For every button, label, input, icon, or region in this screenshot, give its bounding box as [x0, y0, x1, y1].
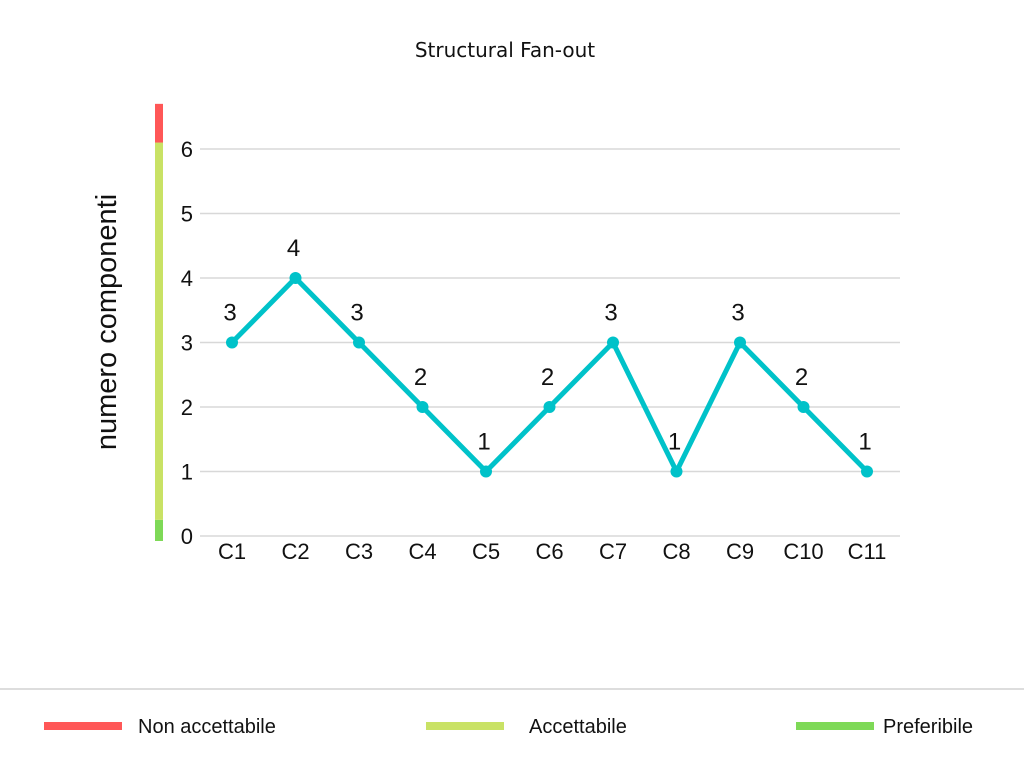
legend-label: Non accettabile [138, 716, 276, 738]
x-tick-label: C10 [783, 539, 823, 564]
data-point [543, 401, 556, 413]
data-points [226, 272, 873, 478]
x-tick-label: C6 [535, 539, 563, 564]
data-point [353, 336, 365, 349]
data-label: 3 [731, 300, 744, 327]
x-tick-labels: C1 C2 C3 C4 C5 C6 C7 C8 C9 C10 C11 [218, 539, 886, 564]
x-tick-label: C5 [472, 539, 500, 564]
y-tick-label: 4 [181, 266, 193, 291]
y-tick-label: 2 [181, 395, 193, 420]
threshold-bar [155, 103, 163, 541]
legend-label: Accettabile [529, 716, 627, 738]
threshold-segment-preferibile [155, 519, 163, 541]
data-labels: 3 4 3 2 1 2 3 1 3 2 1 [223, 235, 871, 456]
data-point [734, 336, 746, 349]
data-point [226, 336, 238, 349]
data-label: 1 [858, 429, 871, 456]
data-label: 1 [477, 429, 490, 456]
data-point [861, 465, 873, 478]
threshold-segment-non-accettabile [155, 103, 163, 143]
threshold-segment-accettabile [155, 142, 163, 520]
data-point [670, 465, 683, 478]
legend-swatch [44, 722, 122, 730]
x-tick-label: C2 [281, 539, 309, 564]
data-point [480, 465, 492, 478]
data-point [607, 336, 619, 349]
y-axis-label: numero componenti [91, 194, 123, 450]
data-point [289, 272, 302, 284]
data-point [797, 401, 810, 413]
y-tick-label: 6 [181, 137, 193, 162]
chart-title: Structural Fan-out [415, 38, 595, 62]
data-label: 3 [604, 300, 617, 327]
grid-lines [200, 148, 900, 537]
y-tick-label: 5 [181, 202, 193, 227]
x-tick-label: C9 [726, 539, 754, 564]
data-label: 2 [541, 364, 554, 391]
y-tick-labels: 0 1 2 3 4 5 6 [181, 137, 193, 549]
y-tick-label: 0 [181, 524, 193, 549]
data-label: 4 [287, 235, 300, 262]
data-point [416, 401, 429, 413]
x-tick-label: C8 [662, 539, 690, 564]
data-label: 2 [414, 364, 427, 391]
x-tick-label: C4 [408, 539, 436, 564]
legend: Non accettabile Accettabile Preferibile [44, 716, 973, 738]
data-label: 3 [350, 300, 363, 327]
x-tick-label: C7 [599, 539, 627, 564]
data-label: 3 [223, 300, 236, 327]
legend-label: Preferibile [883, 716, 973, 738]
x-tick-label: C11 [848, 539, 887, 564]
data-label: 2 [795, 364, 808, 391]
legend-swatch [796, 722, 874, 730]
x-tick-label: C3 [345, 539, 373, 564]
y-tick-label: 3 [181, 331, 193, 356]
data-label: 1 [668, 429, 681, 456]
x-tick-label: C1 [218, 539, 246, 564]
legend-swatch [426, 722, 504, 730]
y-tick-label: 1 [181, 460, 193, 485]
